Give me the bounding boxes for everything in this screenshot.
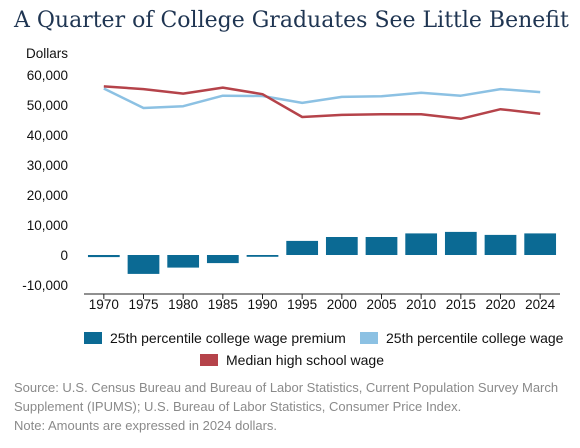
y-tick-label: 0: [60, 248, 68, 263]
y-tick-label: 30,000: [27, 158, 68, 173]
legend-label: 25th percentile college wage premium: [110, 330, 346, 346]
x-tick-label: 1985: [208, 297, 238, 312]
line-swatch-icon: [200, 354, 218, 366]
chart-legend: 25th percentile college wage premium 25t…: [0, 326, 580, 374]
x-tick-label: 2000: [327, 297, 357, 312]
x-tick-label: 2024: [525, 297, 556, 312]
legend-item-college-wage-premium: 25th percentile college wage premium: [84, 330, 346, 346]
bar-college-wage-premium: [524, 233, 557, 255]
x-tick-label: 2010: [406, 297, 436, 312]
line-swatch-icon: [360, 332, 378, 344]
x-tick-label: 1980: [168, 297, 198, 312]
bar-swatch-icon: [84, 332, 102, 344]
x-tick-label: 1995: [287, 297, 317, 312]
y-axis-label: Dollars: [26, 46, 69, 61]
bar-college-wage-premium: [206, 255, 239, 264]
x-tick-label: 2015: [446, 297, 476, 312]
legend-item-high-school-wage: Median high school wage: [200, 352, 384, 368]
y-tick-label: -10,000: [22, 278, 68, 293]
bar-college-wage-premium: [325, 237, 358, 255]
bar-college-wage-premium: [484, 234, 517, 255]
bar-college-wage-premium: [405, 233, 438, 255]
y-tick-label: 40,000: [27, 128, 68, 143]
amounts-note: Note: Amounts are expressed in 2024 doll…: [14, 418, 278, 433]
bar-college-wage-premium: [127, 255, 160, 274]
x-tick-label: 2005: [366, 297, 396, 312]
bar-college-wage-premium: [246, 255, 279, 257]
chart-title: A Quarter of College Graduates See Littl…: [14, 8, 569, 33]
y-tick-label: 10,000: [27, 218, 68, 233]
x-tick-label: 1975: [128, 297, 158, 312]
bar-college-wage-premium: [87, 255, 120, 258]
y-tick-label: 20,000: [27, 188, 68, 203]
y-tick-label: 60,000: [27, 68, 68, 83]
legend-item-college-wage: 25th percentile college wage: [360, 330, 563, 346]
source-note: Source: U.S. Census Bureau and Bureau of…: [14, 380, 559, 414]
bar-college-wage-premium: [365, 237, 398, 255]
line-college-wage: [103, 87, 541, 110]
bar-college-wage-premium: [286, 240, 319, 255]
bar-college-wage-premium: [167, 255, 200, 268]
x-tick-label: 1990: [247, 297, 277, 312]
legend-label: 25th percentile college wage: [386, 330, 564, 346]
legend-label: Median high school wage: [226, 352, 384, 368]
chart-plot-area: -10,000 0 10,000 20,000 30,000 40,000 50,000 60…: [22, 68, 560, 312]
chart-footer: Source: U.S. Census Bureau and Bureau of…: [14, 378, 570, 435]
bar-college-wage-premium: [444, 231, 477, 255]
line-median-high-school-wage: [103, 85, 541, 121]
x-tick-label: 2020: [485, 297, 515, 312]
y-tick-label: 50,000: [27, 98, 68, 113]
x-tick-label: 1970: [89, 297, 119, 312]
